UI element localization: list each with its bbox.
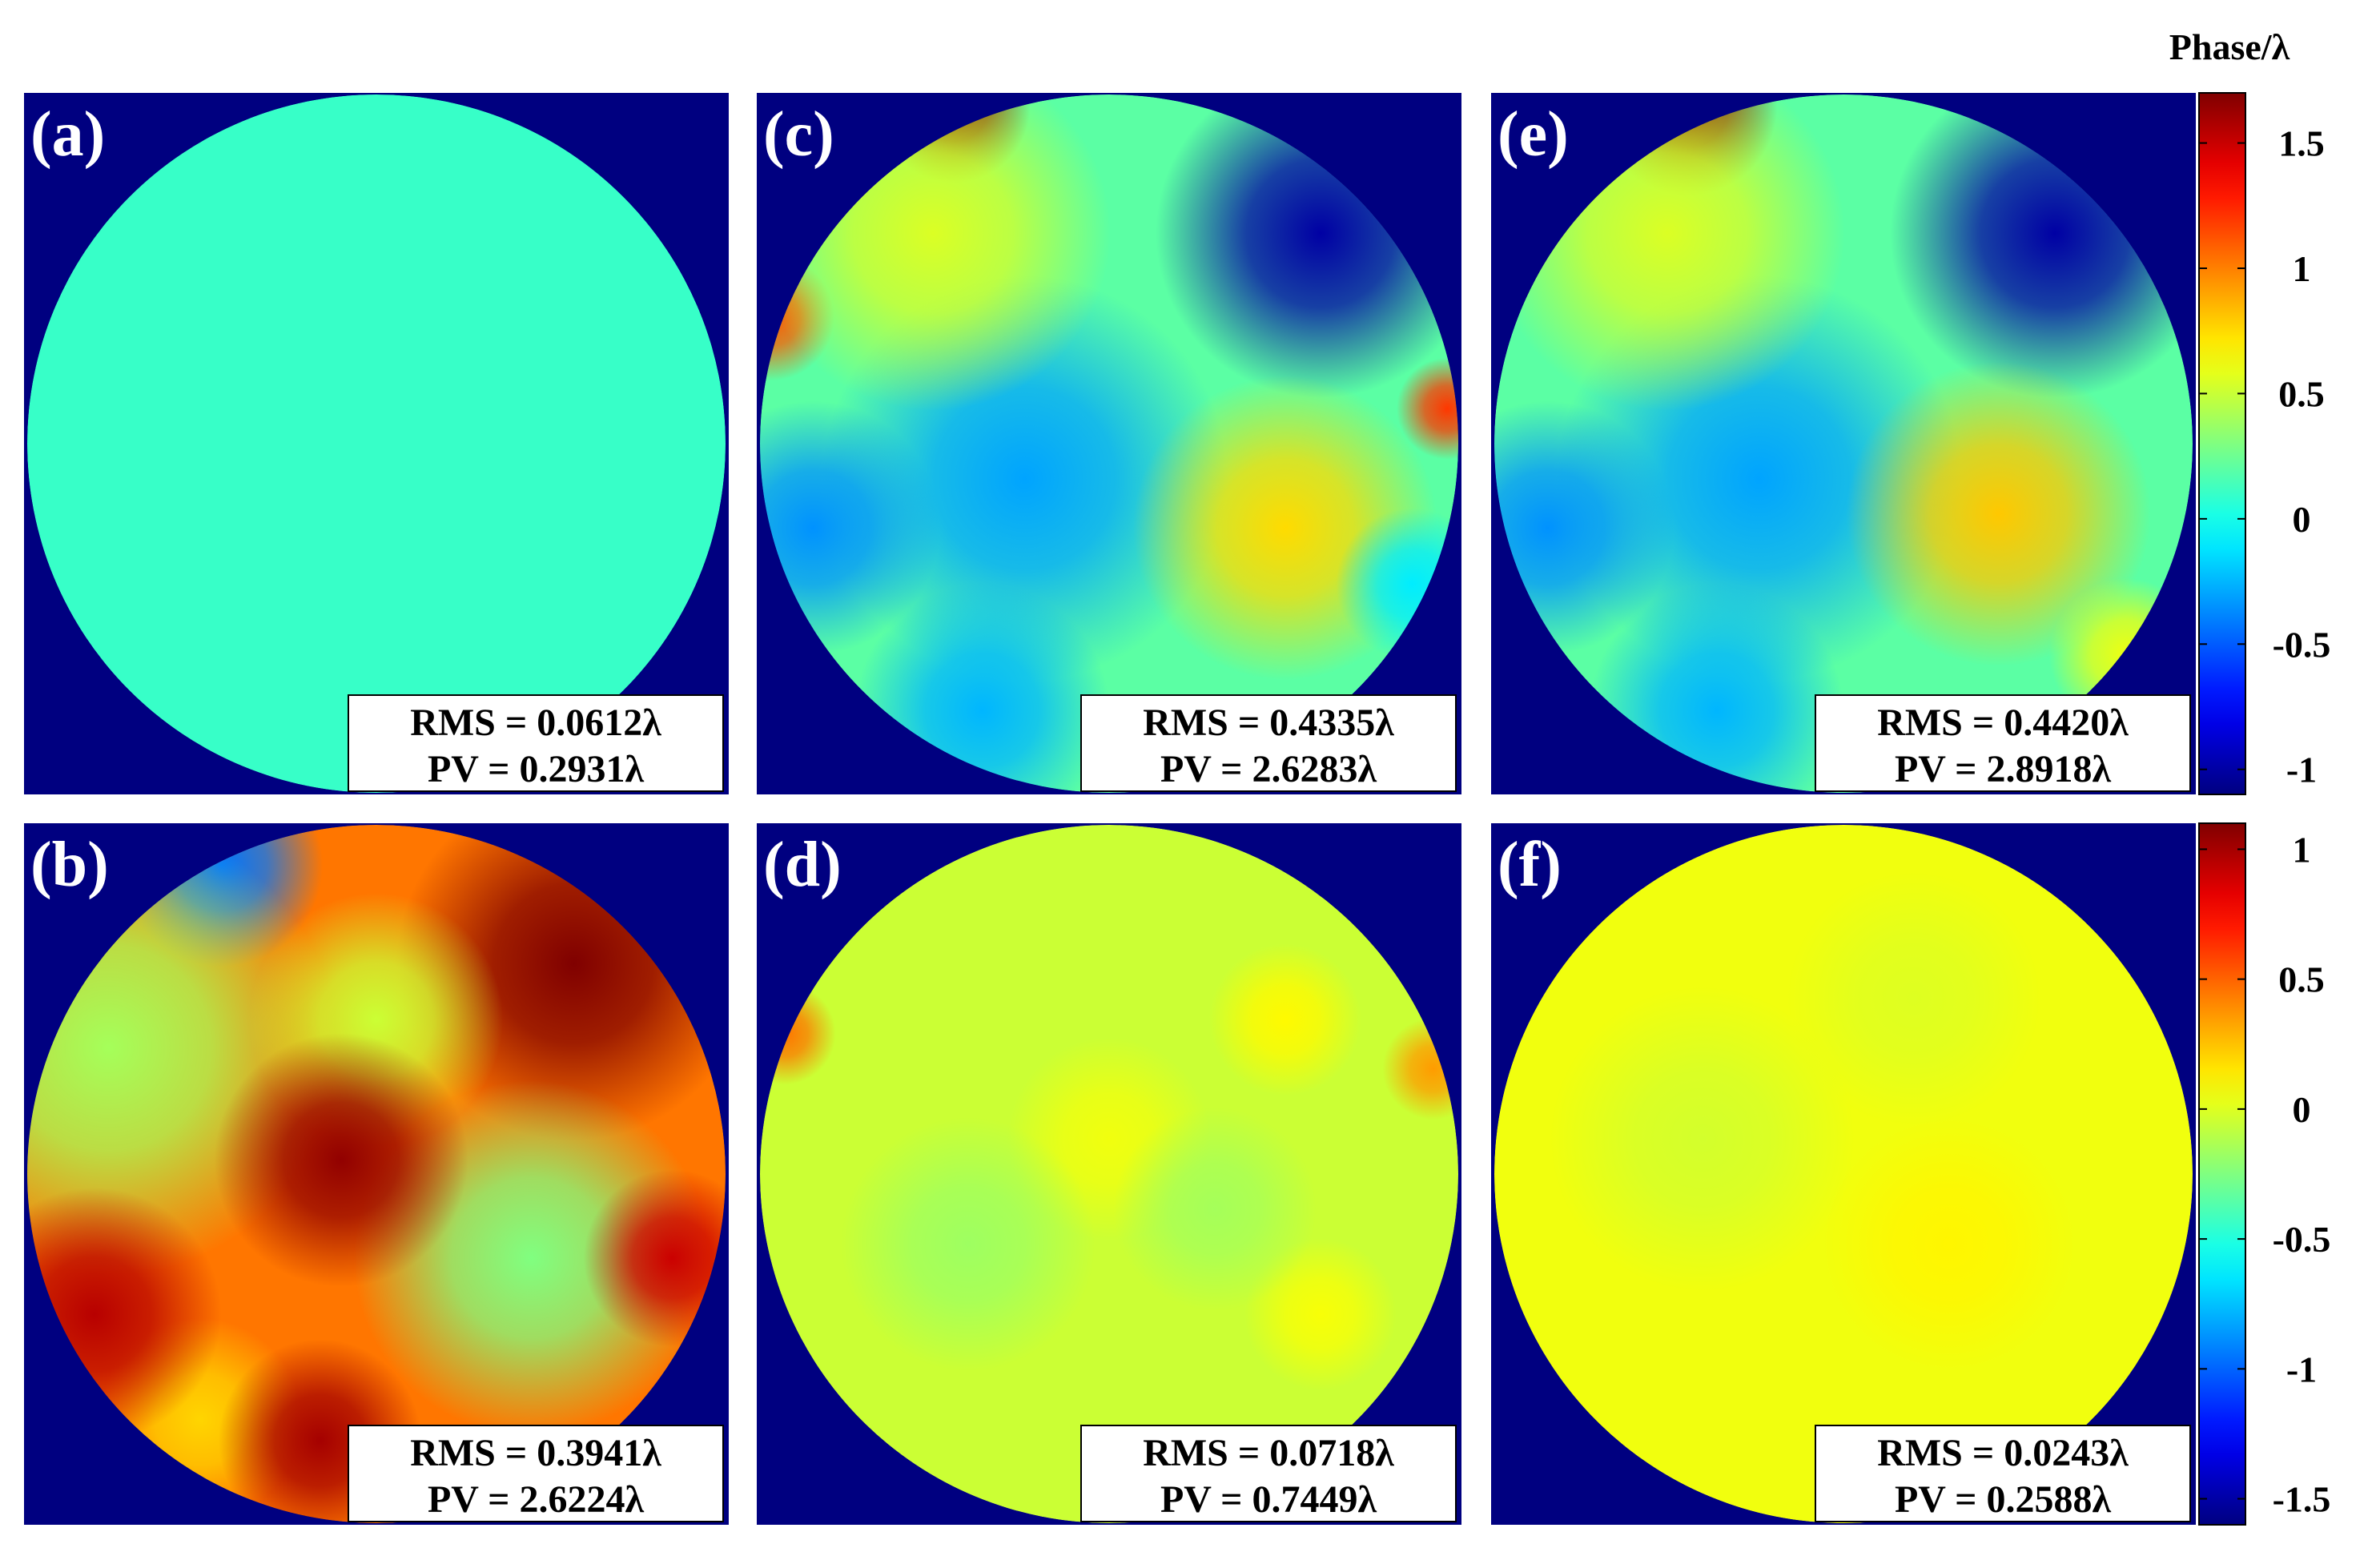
colorbar-tick-label: -1 <box>2286 1349 2317 1389</box>
colorbar-tick-label: -0.5 <box>2273 624 2331 665</box>
colorbar-top: -1 -0.5 0 0.5 1 1.5 <box>2198 92 2331 795</box>
phase-map <box>760 94 1458 793</box>
phase-map <box>1494 825 2193 1523</box>
colorbar-tick-label: -1 <box>2286 750 2317 790</box>
stats-box <box>348 1425 724 1522</box>
phase-feature <box>1113 1108 1317 1311</box>
stats-box <box>1080 1425 1457 1522</box>
panel-label: (c) <box>763 99 834 170</box>
pv-value: PV = 0.2588λ <box>1895 1478 2111 1521</box>
phase-feature <box>1382 1018 1458 1120</box>
panel-label: (b) <box>30 830 109 900</box>
colorbar-tick-label: 0.5 <box>2278 959 2325 1000</box>
colorbar-gradient <box>2198 92 2246 795</box>
stats-box <box>1815 1425 2191 1522</box>
phase-map-base <box>27 94 726 793</box>
phase-feature <box>1494 400 1674 655</box>
colorbar-tick-label: 1 <box>2293 248 2311 289</box>
pv-value: PV = 2.8918λ <box>1895 748 2111 790</box>
rms-value: RMS = 0.4335λ <box>1143 702 1394 744</box>
phase-feature <box>841 1117 1096 1371</box>
phase-map <box>760 825 1458 1523</box>
pv-value: PV = 2.6283λ <box>1160 748 1377 790</box>
phase-feature <box>214 1033 468 1287</box>
colorbar-tick-label: -0.5 <box>2273 1219 2331 1260</box>
stats-box <box>348 694 724 792</box>
phase-map <box>27 94 726 793</box>
pv-value: PV = 2.6224λ <box>428 1478 644 1521</box>
colorbar-tick-label: 0.5 <box>2278 373 2325 414</box>
panel-label: (d) <box>763 830 842 900</box>
colorbar-tick-label: 1.5 <box>2278 123 2325 164</box>
colorbar-tick-label: 0 <box>2293 499 2311 540</box>
phase-feature <box>1550 987 1855 1292</box>
panel-label: (f) <box>1498 830 1562 900</box>
phase-feature <box>1590 583 1844 793</box>
phase-feature <box>760 400 940 655</box>
phase-feature <box>1397 357 1458 460</box>
colorbar-tick-label: 1 <box>2293 829 2311 870</box>
colorbar-title: Phase/λ <box>2169 26 2290 67</box>
rms-value: RMS = 0.3941λ <box>410 1432 661 1474</box>
panel-label: (a) <box>30 99 105 170</box>
rms-value: RMS = 0.4420λ <box>1877 702 2129 744</box>
phase-feature <box>583 1169 726 1347</box>
phase-feature <box>1208 943 1362 1096</box>
colorbar-tick-label: 0 <box>2293 1089 2311 1130</box>
colorbar-gradient <box>2198 822 2246 1526</box>
rms-value: RMS = 0.0612λ <box>410 702 661 744</box>
panel-label: (e) <box>1498 99 1569 170</box>
pv-value: PV = 0.2931λ <box>428 748 644 790</box>
phase-feature <box>1787 871 2041 1126</box>
colorbar-bottom: -1.5 -1 -0.5 0 0.5 1 <box>2198 822 2331 1526</box>
rms-value: RMS = 0.0718λ <box>1143 1432 1394 1474</box>
colorbar-layer: -1 -0.5 0 0.5 1 1.5 -1.5 -1 -0.5 0 0.5 1 <box>2198 92 2331 1526</box>
phase-feature <box>1822 1117 2076 1371</box>
phase-feature <box>855 583 1109 793</box>
phase-feature <box>1846 361 2151 666</box>
stats-box <box>1815 694 2191 792</box>
colorbar-tick-label: -1.5 <box>2273 1479 2331 1520</box>
phase-map <box>1494 94 2193 793</box>
pv-value: PV = 0.7449λ <box>1160 1478 1377 1521</box>
stats-box <box>1080 694 1457 792</box>
rms-value: RMS = 0.0243λ <box>1877 1432 2129 1474</box>
